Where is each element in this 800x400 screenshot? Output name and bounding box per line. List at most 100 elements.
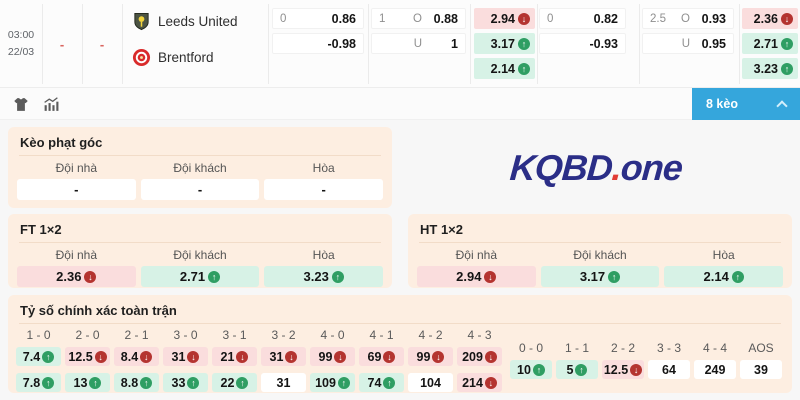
score-odds-cell[interactable]: 12.5 <box>65 347 110 366</box>
ft-1x2-panel: FT 1×2 Đội nhà Đội khách Hòa 2.36 2.71 3… <box>8 214 392 288</box>
ht-draw-cell[interactable]: 2.14 <box>664 266 784 287</box>
divider <box>739 4 740 84</box>
stats-chart-icon[interactable] <box>42 96 60 113</box>
draw-header: Hòa <box>312 161 335 175</box>
odds-count-label: 8 kèo <box>706 97 738 111</box>
score-odds-cell[interactable]: 39 <box>740 360 782 379</box>
trend-down-icon <box>187 350 200 363</box>
score-odds-cell[interactable]: 104 <box>408 373 453 392</box>
ou1-row1-cell[interactable]: 1 O 0.88 <box>371 8 466 29</box>
divider <box>82 4 83 84</box>
ou2-row1-cell[interactable]: 2.5 O 0.93 <box>642 8 734 29</box>
ah1-row2-cell[interactable]: -0.98 <box>272 33 364 54</box>
score-odds-cell[interactable]: 8.4 <box>114 347 159 366</box>
score-odds-cell[interactable]: 99 <box>408 347 453 366</box>
odds-value: 69 <box>367 349 382 364</box>
score-odds-cell[interactable]: 99 <box>310 347 355 366</box>
score-header: 4 - 4 <box>702 341 727 355</box>
score-odds-cell[interactable]: 5 <box>556 360 598 379</box>
draw-header: Hòa <box>712 248 735 262</box>
score-column: 2 - 0 12.5 13 <box>65 328 110 399</box>
score-odds-cell[interactable]: 22 <box>212 373 257 392</box>
score-odds-cell[interactable]: 64 <box>648 360 690 379</box>
score-odds-cell[interactable]: 74 <box>359 373 404 392</box>
ht-away-cell[interactable]: 3.17 <box>540 266 660 287</box>
odds-value: 22 <box>220 375 235 390</box>
brentford-logo-icon <box>132 48 151 66</box>
score-odds-cell[interactable]: 13 <box>65 373 110 392</box>
ft-panel-title: FT 1×2 <box>19 214 381 243</box>
score-odds-cell[interactable]: 109 <box>310 373 355 392</box>
score-column: 1 - 0 7.4 7.8 <box>16 328 61 399</box>
score-odds-cell[interactable]: 214 <box>457 373 502 392</box>
odds-value: 3.23 <box>303 269 329 284</box>
corner-home-cell[interactable]: - <box>17 179 136 200</box>
score-odds-cell[interactable]: 12.5 <box>602 360 644 379</box>
score-odds-cell[interactable]: 7.8 <box>16 373 61 392</box>
odds-value: -0.93 <box>589 36 619 51</box>
score-header: 2 - 1 <box>124 328 149 342</box>
score-odds-cell[interactable]: 249 <box>694 360 736 379</box>
handicap-line: 0 <box>280 12 287 25</box>
odds-count-button[interactable]: 8 kèo <box>692 88 800 120</box>
score-column: 3 - 3 64 <box>648 341 690 386</box>
ou2-row2-cell[interactable]: U 0.95 <box>642 33 734 54</box>
away-team-row[interactable]: Brentford <box>132 45 282 69</box>
x2-2-away-cell[interactable]: 2.71 <box>742 33 798 54</box>
odds-value: 31 <box>171 349 186 364</box>
score-odds-cell[interactable]: 10 <box>510 360 552 379</box>
jersey-icon[interactable] <box>12 96 30 113</box>
x2-2-home-cell[interactable]: 2.36 <box>742 8 798 29</box>
trend-up-icon <box>532 363 545 376</box>
score-header: 0 - 0 <box>518 341 543 355</box>
score-odds-cell[interactable]: 8.8 <box>114 373 159 392</box>
trend-down-icon <box>94 350 107 363</box>
odds-value: 2.71 <box>753 36 778 51</box>
odds-value: 0.88 <box>433 11 458 26</box>
score-odds-cell[interactable]: 31 <box>163 347 208 366</box>
corner-away-cell[interactable]: - <box>140 179 260 200</box>
ah2-row1-cell[interactable]: 0 0.82 <box>539 8 626 29</box>
trend-down-icon <box>383 350 396 363</box>
ah1-row1-cell[interactable]: 0 0.86 <box>272 8 364 29</box>
odds-value: 3.23 <box>753 61 778 76</box>
ft-away-cell[interactable]: 2.71 <box>140 266 260 287</box>
x2-1-home-cell[interactable]: 2.94 <box>474 8 535 29</box>
corner-draw-cell[interactable]: - <box>264 179 384 200</box>
ft-draw-cell[interactable]: 3.23 <box>264 266 384 287</box>
odds-value: 64 <box>662 362 676 377</box>
odds-value: 7.4 <box>22 349 41 364</box>
score-header: 1 - 0 <box>26 328 51 342</box>
score-odds-cell[interactable]: 7.4 <box>16 347 61 366</box>
trend-down-icon <box>432 350 445 363</box>
ah2-row2-cell[interactable]: -0.93 <box>539 33 626 54</box>
odds-value: 2.36 <box>753 11 778 26</box>
x2-2-draw-cell[interactable]: 3.23 <box>742 58 798 79</box>
trend-down-icon <box>84 270 97 283</box>
divider <box>470 4 471 84</box>
score-header: AOS <box>748 341 774 355</box>
score-odds-cell[interactable]: 209 <box>457 347 502 366</box>
trend-up-icon <box>331 270 344 283</box>
x2-1-draw-cell[interactable]: 2.14 <box>474 58 535 79</box>
score-odds-cell[interactable]: 31 <box>261 347 306 366</box>
odds-value: 2.14 <box>703 269 729 284</box>
home-team-row[interactable]: Leeds United <box>132 9 282 33</box>
score-header: 3 - 1 <box>222 328 247 342</box>
score-odds-cell[interactable]: 69 <box>359 347 404 366</box>
ht-home-cell[interactable]: 2.94 <box>417 266 536 287</box>
trend-up-icon <box>608 270 621 283</box>
score-odds-cell[interactable]: 31 <box>261 373 306 392</box>
ou1-row2-cell[interactable]: U 1 <box>371 33 466 54</box>
corner-odds-panel: Kèo phạt góc Đội nhà Đội khách Hòa - - - <box>8 127 392 208</box>
odds-value: 8.8 <box>120 375 139 390</box>
score-main-grid: 1 - 0 7.4 7.8 2 - 0 12.5 13 2 - 1 8.4 8.… <box>16 328 502 399</box>
score-odds-cell[interactable]: 33 <box>163 373 208 392</box>
kqbd-logo: KQBD.one <box>509 147 684 189</box>
odds-value: 2.14 <box>490 61 515 76</box>
score-odds-cell[interactable]: 21 <box>212 347 257 366</box>
odds-value: 21 <box>220 349 235 364</box>
trend-up-icon <box>781 62 793 75</box>
ft-home-cell[interactable]: 2.36 <box>17 266 136 287</box>
x2-1-away-cell[interactable]: 3.17 <box>474 33 535 54</box>
